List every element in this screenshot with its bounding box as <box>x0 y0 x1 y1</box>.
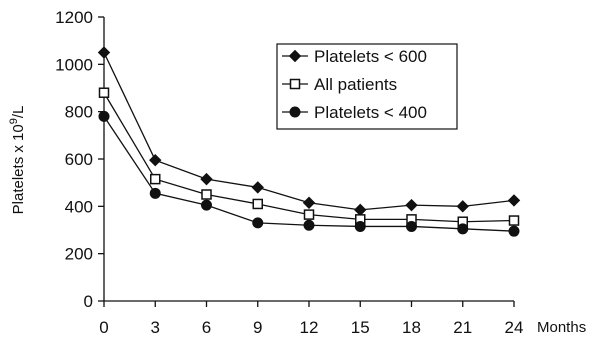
legend-marker <box>289 78 301 90</box>
y-axis-title: Platelets x 109/L <box>8 106 27 215</box>
series-3 <box>98 110 520 237</box>
y-tick-label: 0 <box>84 292 93 311</box>
y-tick-label: 600 <box>65 150 93 169</box>
data-point <box>150 173 161 185</box>
x-tick-label: 12 <box>300 318 319 337</box>
y-axis-title-unit: /L <box>10 106 27 119</box>
tick-labels: 0 3 6 9 12 15 18 21 24 0 200 400 600 800 1000 1200 <box>55 8 523 337</box>
data-point <box>149 153 162 167</box>
y-tick-label: 800 <box>65 103 93 122</box>
y-axis-title-exponent: 9 <box>8 118 20 124</box>
data-point <box>456 200 469 213</box>
data-point <box>149 187 161 199</box>
legend-item: Platelets < 600 <box>282 47 427 66</box>
legend-box <box>276 43 458 130</box>
data-point <box>251 181 264 194</box>
y-tick-label: 400 <box>65 197 93 216</box>
x-tick-label: 24 <box>505 318 524 337</box>
data-point <box>406 220 417 232</box>
x-tick-label: 6 <box>202 318 211 337</box>
data-point <box>457 223 469 235</box>
x-tick-label: 15 <box>351 318 370 337</box>
series-1 <box>97 46 521 217</box>
y-tick-label: 1200 <box>55 8 93 27</box>
data-point <box>302 196 316 209</box>
legend-item: Platelets < 400 <box>282 103 427 122</box>
data-point <box>354 220 366 232</box>
legend: Platelets < 600 All patients Platelets < 4… <box>276 43 458 130</box>
data-point <box>507 194 521 207</box>
data-point <box>508 225 520 237</box>
legend-label: Platelets < 600 <box>314 47 427 66</box>
data-point <box>98 110 110 122</box>
legend-marker <box>289 106 301 118</box>
legend-label: Platelets < 400 <box>314 103 427 122</box>
x-tick-label: 18 <box>402 318 421 337</box>
data-point <box>508 215 520 226</box>
data-point <box>201 199 212 211</box>
y-tick-label: 1000 <box>55 55 93 74</box>
data-point <box>252 198 263 210</box>
y-axis-title-base: Platelets x 10 <box>10 124 27 214</box>
data-point <box>303 219 315 231</box>
series-2 <box>98 87 520 227</box>
tick-marks <box>98 16 515 307</box>
legend-item: All patients <box>282 75 397 94</box>
x-tick-label: 21 <box>453 318 472 337</box>
data-point <box>354 203 367 217</box>
data-point <box>252 217 264 229</box>
data-point <box>303 209 315 220</box>
x-tick-label: 3 <box>151 318 160 337</box>
series-group <box>97 46 521 237</box>
x-tick-label: 0 <box>99 318 108 337</box>
data-point <box>200 172 213 186</box>
data-point <box>97 46 111 59</box>
data-point <box>405 198 418 212</box>
x-axis-title: Months <box>537 319 586 336</box>
data-point <box>98 87 110 98</box>
legend-label: All patients <box>314 75 397 94</box>
data-point <box>201 189 212 200</box>
x-tick-label: 9 <box>253 318 262 337</box>
legend-marker <box>288 49 302 63</box>
y-tick-label: 200 <box>65 245 93 264</box>
